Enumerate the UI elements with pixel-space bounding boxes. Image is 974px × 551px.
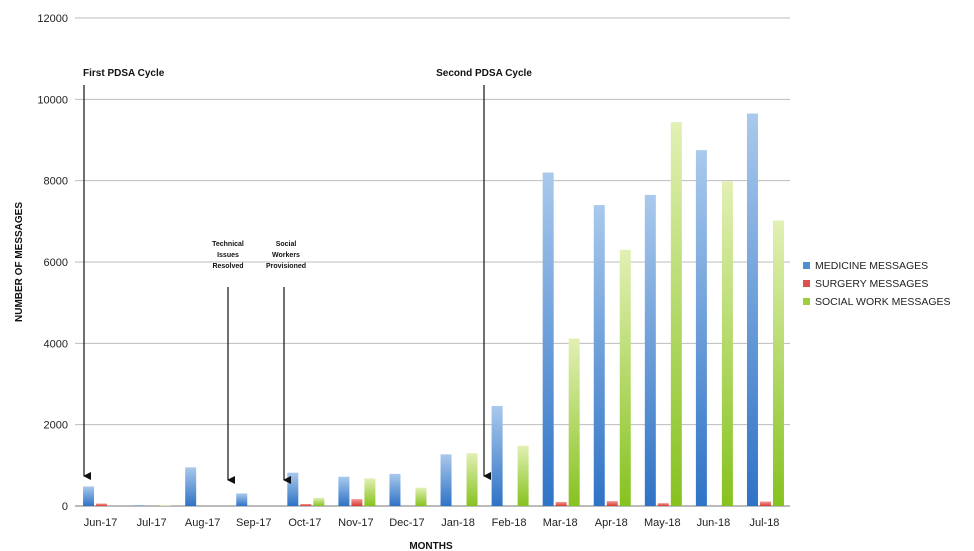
bar-social-work-messages (364, 478, 376, 506)
y-tick-label: 4000 (44, 338, 68, 350)
bar-surgery-messages (96, 503, 108, 506)
bar-medicine-messages (338, 476, 350, 506)
bar-medicine-messages (695, 150, 707, 506)
bar-social-work-messages (517, 445, 529, 506)
annotation-label: Social (276, 241, 297, 248)
y-axis-title: NUMBER OF MESSAGES (14, 202, 25, 322)
bar-surgery-messages (606, 501, 618, 506)
annotation-label: First PDSA Cycle (83, 68, 165, 79)
legend-label: SOCIAL WORK MESSAGES (815, 296, 951, 308)
bar-medicine-messages (542, 172, 554, 507)
bar-surgery-messages (759, 501, 771, 506)
annotation-label: Workers (272, 252, 300, 259)
x-tick-label: Apr-18 (595, 517, 628, 529)
bar-social-work-messages (313, 497, 325, 506)
legend: MEDICINE MESSAGES SURGERY MESSAGES SOCIAL … (803, 260, 951, 308)
x-tick-label: Oct-17 (288, 517, 321, 529)
x-tick-label: Jul-18 (749, 517, 779, 529)
x-tick-label: Dec-17 (389, 517, 424, 529)
bar-medicine-messages (746, 113, 758, 507)
x-tick-label: Jul-17 (137, 517, 167, 529)
bar-social-work-messages (772, 220, 784, 506)
x-tick-label: Aug-17 (185, 517, 220, 529)
x-tick-label: Jan-18 (441, 517, 475, 529)
bar-surgery-messages (300, 503, 312, 506)
x-tick-label: Mar-18 (543, 517, 578, 529)
bar-social-work-messages (721, 181, 733, 507)
x-axis-title: MONTHS (409, 541, 453, 551)
bar-medicine-messages (440, 454, 452, 506)
y-tick-label: 8000 (44, 176, 68, 188)
x-tick-label: Jun-18 (697, 517, 731, 529)
bar-social-work-messages (670, 122, 682, 507)
annotation-label: Technical (212, 241, 244, 248)
bar-medicine-messages (491, 405, 503, 506)
annotation-label: Second PDSA Cycle (436, 68, 532, 79)
bar-medicine-messages (644, 194, 656, 506)
legend-swatch (803, 262, 810, 269)
annotations: First PDSA Cycle Technical Issues Resolved S… (83, 68, 532, 484)
annotation-label: Provisioned (266, 263, 306, 270)
bar-medicine-messages (83, 486, 95, 506)
bar-medicine-messages (593, 205, 605, 507)
bars (83, 113, 784, 507)
legend-label: MEDICINE MESSAGES (815, 260, 928, 272)
gridlines (75, 17, 790, 507)
bar-medicine-messages (185, 467, 197, 506)
x-tick-label: Sep-17 (236, 517, 271, 529)
legend-swatch (803, 298, 810, 305)
bar-social-work-messages (619, 249, 631, 507)
x-tick-label: Nov-17 (338, 517, 373, 529)
annotation-label: Issues (217, 252, 239, 259)
bar-surgery-messages (657, 503, 669, 506)
bar-medicine-messages (389, 473, 401, 506)
y-tick-label: 6000 (44, 257, 68, 269)
bar-surgery-messages (555, 501, 567, 506)
legend-swatch (803, 280, 810, 287)
bar-medicine-messages (236, 493, 248, 506)
y-tick-label: 0 (62, 501, 68, 513)
y-tick-label: 10000 (37, 94, 68, 106)
bar-social-work-messages (415, 487, 427, 506)
bar-medicine-messages (134, 505, 146, 506)
bar-surgery-messages (351, 499, 363, 506)
y-tick-label: 12000 (37, 13, 68, 25)
bar-social-work-messages (466, 453, 478, 506)
y-tick-label: 2000 (44, 420, 68, 432)
legend-label: SURGERY MESSAGES (815, 278, 928, 290)
x-tick-label: Feb-18 (492, 517, 527, 529)
annotation-label: Resolved (212, 263, 243, 270)
bar-social-work-messages (568, 338, 580, 506)
x-tick-label: Jun-17 (84, 517, 118, 529)
bar-medicine-messages (287, 472, 299, 506)
x-tick-label: May-18 (644, 517, 681, 529)
